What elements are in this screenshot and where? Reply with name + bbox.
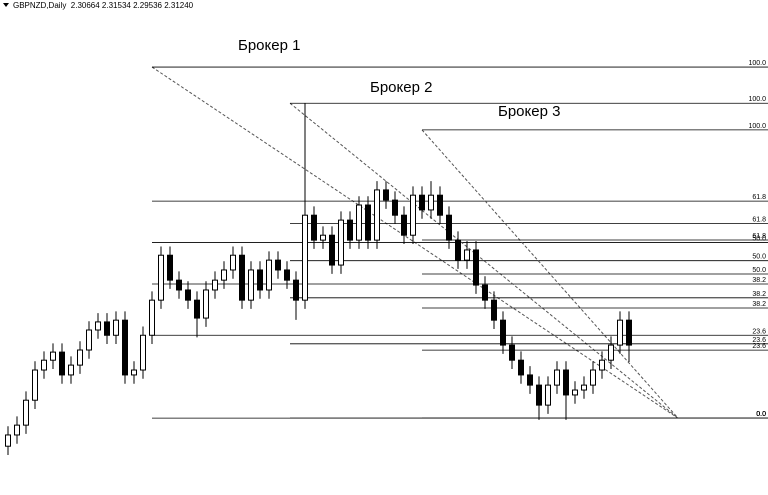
candle-body (194, 299, 200, 319)
candle-body (536, 384, 542, 406)
candle-body (50, 351, 56, 361)
candle-body (284, 269, 290, 281)
candle-body (221, 269, 227, 281)
candle-body (203, 289, 209, 319)
fib-level-label: 0.0 (756, 411, 766, 418)
fib-trend-line (289, 102, 679, 419)
candle-body (338, 219, 344, 266)
candle-body (230, 254, 236, 271)
candle-body (185, 289, 191, 301)
candle-body (14, 424, 20, 436)
candle-body (527, 374, 533, 386)
candle-body (356, 204, 362, 241)
candle-body (446, 214, 452, 241)
candle-body (518, 359, 524, 376)
candle-body (113, 319, 119, 336)
candle-body (275, 259, 281, 271)
candle-body (311, 214, 317, 241)
candle-body (302, 214, 308, 301)
candle-body (563, 369, 569, 396)
fib-level-label: 50.0 (752, 267, 766, 274)
candle-body (329, 234, 335, 266)
candle-body (23, 399, 29, 426)
fib-level-label: 100.0 (748, 60, 766, 67)
fib-level-label: 0.0 (756, 411, 766, 418)
candle-body (32, 369, 38, 401)
candle-body (572, 389, 578, 396)
candle-body (509, 344, 515, 361)
candle-body (257, 269, 263, 291)
fib-level-label: 38.2 (752, 277, 766, 284)
candle-body (545, 384, 551, 406)
fib-level-label: 61.8 (752, 194, 766, 201)
candle-body (365, 204, 371, 241)
candle-body (59, 351, 65, 376)
candle-body (320, 234, 326, 241)
fib-level-label: 61.8 (752, 217, 766, 224)
fib-level-label: 50.0 (752, 254, 766, 261)
candle-body (212, 279, 218, 291)
candle-body (482, 284, 488, 301)
candle-body (158, 254, 164, 301)
candle-body (77, 349, 83, 366)
candle-body (500, 319, 506, 346)
candle-body (626, 319, 632, 346)
candle-body (176, 279, 182, 291)
candle-body (428, 194, 434, 211)
candle-body (608, 344, 614, 361)
candle-body (122, 319, 128, 376)
candle-body (149, 299, 155, 336)
fib-level-label: 0.0 (756, 411, 766, 418)
candle-body (401, 214, 407, 236)
candle-body (419, 194, 425, 211)
candle-body (437, 194, 443, 216)
candle-body (599, 359, 605, 371)
fib-level-label: 50.0 (752, 236, 766, 243)
fib-level-label: 100.0 (748, 96, 766, 103)
candle-body (239, 254, 245, 301)
candle-body (383, 189, 389, 201)
menu-arrow[interactable] (3, 3, 9, 7)
candle-body (140, 334, 146, 371)
chart-header: GBPNZD,Daily 2.30664 2.31534 2.29536 2.3… (13, 1, 194, 10)
candle-body (410, 194, 416, 236)
candle-body (131, 369, 137, 376)
candle-body (104, 321, 110, 336)
broker-label: Брокер 1 (238, 37, 300, 54)
candle-body (464, 249, 470, 261)
candle-body (473, 249, 479, 286)
candle-body (86, 329, 92, 351)
fib-level-label: 38.2 (752, 301, 766, 308)
candle-body (95, 321, 101, 331)
fib-level-label: 38.2 (752, 291, 766, 298)
candle-body (554, 369, 560, 386)
candle-body (455, 239, 461, 261)
candle-body (347, 219, 353, 241)
candle-body (167, 254, 173, 281)
fib-level-label: 61.8 (752, 233, 766, 240)
candle-body (68, 364, 74, 376)
broker-label: Брокер 2 (370, 79, 432, 96)
fib-level-label: 100.0 (748, 123, 766, 130)
candle-body (5, 434, 11, 447)
candle-body (41, 359, 47, 371)
fib-level-label: 23.6 (752, 328, 766, 335)
candle-body (581, 384, 587, 391)
candle-body (491, 299, 497, 321)
candle-body (392, 199, 398, 216)
fib-level-label: 23.6 (752, 343, 766, 350)
candle-body (374, 189, 380, 241)
fib-level-label: 23.6 (752, 337, 766, 344)
candle-body (617, 319, 623, 346)
candle-body (266, 259, 272, 291)
broker-label: Брокер 3 (498, 103, 560, 120)
candle-body (293, 279, 299, 301)
candle-body (590, 369, 596, 386)
candle-body (248, 269, 254, 301)
